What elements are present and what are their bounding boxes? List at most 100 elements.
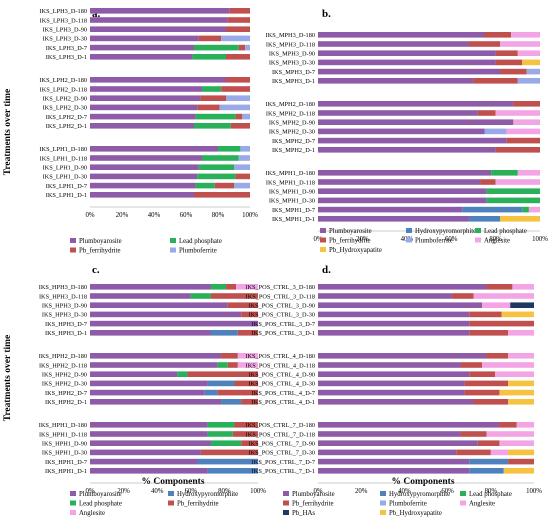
row-label: IKS_POS_CTRL_4_D-90: [249, 372, 315, 379]
bar-segment-plumboyarosite: [318, 188, 487, 194]
x-tick-label: 0%: [313, 488, 322, 495]
bar-segment-plumboyarosite: [318, 371, 470, 377]
legend-label: Plumboyarosite: [329, 228, 372, 235]
bar-segment-plumboyarosite: [90, 54, 193, 60]
x-tick-label: 60%: [185, 488, 198, 495]
legend-swatch: [283, 500, 289, 506]
legend-swatch: [475, 237, 481, 243]
panel-letter: c.: [92, 264, 100, 276]
bar-segment-pb-ferrihydrite: [210, 293, 258, 299]
row-label: IKS_POS_CTRL_3_D-90: [249, 303, 315, 310]
row-label: IKS_LPH2_D-90: [43, 96, 87, 103]
row-label: IKS_POS_CTRL_4_D-30: [249, 381, 315, 388]
bar-segment-pb-ferrihydrite: [495, 50, 518, 56]
bar-segment-plumboyarosite: [90, 371, 178, 377]
x-tick-label: 60%: [441, 488, 454, 495]
bar-segment-pb-ferrihydrite: [197, 104, 220, 111]
x-tick-label: 0%: [85, 488, 94, 495]
legend-label: Pb_ferrihydrite: [79, 248, 121, 255]
bar-segment-plumboyarosite: [318, 206, 463, 213]
bar-segment-plumboyarosite: [318, 197, 487, 204]
bar-segment-lead-phosphate: [522, 206, 529, 213]
row-label: IKS_POS_CTRL_7_D-90: [249, 441, 315, 448]
row-label: IKS_POS_CTRL_3_D-180: [245, 284, 315, 291]
bar-segment-plumboyarosite: [90, 86, 202, 92]
bar-segment-pb-ferrihydrite: [468, 41, 501, 47]
row-label: IKS_MPH2_D-7: [272, 138, 315, 145]
bar-segment-pb-hydroxyapatite: [500, 216, 540, 222]
row-label: IKS_LPH2_D-118: [40, 86, 87, 93]
bar-segment-pb-ferrihydrite: [232, 431, 258, 437]
bar-segment-lead-phosphate: [202, 86, 222, 92]
legend-label: Pb_ferrihydrite: [329, 238, 371, 245]
bar-segment-pb-ferrihydrite: [469, 371, 496, 377]
bar-segment-plumboyarosite: [318, 431, 461, 437]
legend-label: Hydroxypyromorphite: [389, 491, 450, 498]
row-label: IKS_HPH2_D-118: [39, 362, 87, 369]
x-tick-label: 40%: [398, 488, 411, 495]
bar-segment-pb-ferrihydrite: [241, 440, 258, 446]
bar-segment-anglesite: [473, 293, 534, 299]
bar-segment-lead-phosphate: [198, 164, 234, 170]
bar-segment-pb-ferrihydrite: [456, 449, 491, 456]
bar-segment-anglesite: [237, 362, 258, 368]
bar-segment-plumboyarosite: [318, 330, 470, 336]
row-label: IKS_MPH3_D-90: [269, 51, 315, 58]
bar-segment-pb-ferrihydrite: [473, 78, 518, 84]
row-label: IKS_POS_CTRL_3_D-30: [249, 312, 315, 319]
legend-label: Plumboyarosite: [79, 491, 122, 498]
row-label: IKS_LPH3_D-30: [43, 36, 87, 43]
bar-segment-plumboyarosite: [318, 137, 507, 144]
bar-segment-lead-phosphate: [486, 197, 540, 204]
row-label: IKS_HPH1_D-118: [39, 431, 87, 438]
bar-segment-hydroxypyromorphite: [468, 216, 501, 222]
legend-swatch: [70, 510, 76, 515]
bar-segment-pb-ferrihydrite: [499, 422, 517, 428]
bar-segment-anglesite: [512, 284, 534, 290]
bar-segment-lead-phosphate: [486, 188, 540, 194]
bar-segment-anglesite: [486, 431, 534, 437]
bar-segment-plumboyarosite: [90, 362, 218, 368]
legend-swatch: [475, 228, 481, 233]
legend-swatch: [380, 510, 386, 515]
bar-segment-plumboferrite: [526, 68, 540, 75]
bar-segment-anglesite: [236, 284, 258, 290]
bar-segment-plumboyarosite: [90, 468, 208, 474]
bar-segment-pb-ferrihydrite: [194, 192, 250, 198]
bar-segment-anglesite: [508, 353, 534, 359]
bar-segment-plumboyarosite: [90, 192, 194, 198]
row-label: IKS_POS_CTRL_4_D-7: [252, 390, 315, 397]
row-label: IKS_POS_CTRL_7_D-7: [252, 459, 315, 466]
bar-segment-lead-phosphate: [195, 113, 236, 120]
legend-swatch: [70, 238, 76, 243]
legend-swatch: [406, 228, 412, 233]
bar-segment-plumboyarosite: [90, 320, 258, 327]
row-label: IKS_MPH1_D-90: [269, 189, 315, 196]
bar-segment-pb-ferrihydrite: [486, 284, 513, 290]
row-label: IKS_MPH1_D-180: [266, 170, 315, 177]
bar-segment-plumboyarosite: [318, 458, 470, 465]
legend-swatch: [170, 247, 176, 253]
bar-segment-plumboyarosite: [90, 293, 191, 299]
bar-segment-lead-phosphate: [207, 431, 233, 437]
row-label: IKS_MPH1_D-1: [272, 216, 315, 223]
bar-segment-pb-ferrihydrite: [469, 330, 509, 336]
bar-segment-anglesite: [506, 128, 540, 135]
bar-segment-plumboyarosite: [90, 35, 199, 42]
bar-segment-plumboyarosite: [90, 284, 211, 290]
row-label: IKS_MPH2_D-1: [272, 147, 315, 154]
x-tick-label: 80%: [212, 212, 225, 219]
row-label: IKS_MPH3_D-118: [266, 41, 315, 48]
panel-letter: d.: [322, 264, 331, 276]
chart-panels: a. IKS_LPH3_D-180 IKS_LPH3_D-118 IKS_LPH3_D…: [39, 8, 548, 517]
bar-segment-anglesite: [528, 206, 540, 213]
bar-segment-plumboyarosite: [90, 8, 230, 14]
bar-segment-plumboferrite: [242, 113, 250, 120]
bar-segment-hydroxypyromorphite: [462, 206, 523, 213]
row-label: IKS_MPH1_D-30: [269, 198, 315, 205]
bar-segment-plumboyarosite: [90, 380, 208, 387]
x-axis-title-d: % Components: [391, 477, 454, 487]
row-label: IKS_LPH1_D-30: [43, 174, 87, 181]
bar-segment-pb-ferrihydrite: [486, 353, 509, 359]
bar-segment-pb-hydroxyapatite: [503, 468, 534, 474]
